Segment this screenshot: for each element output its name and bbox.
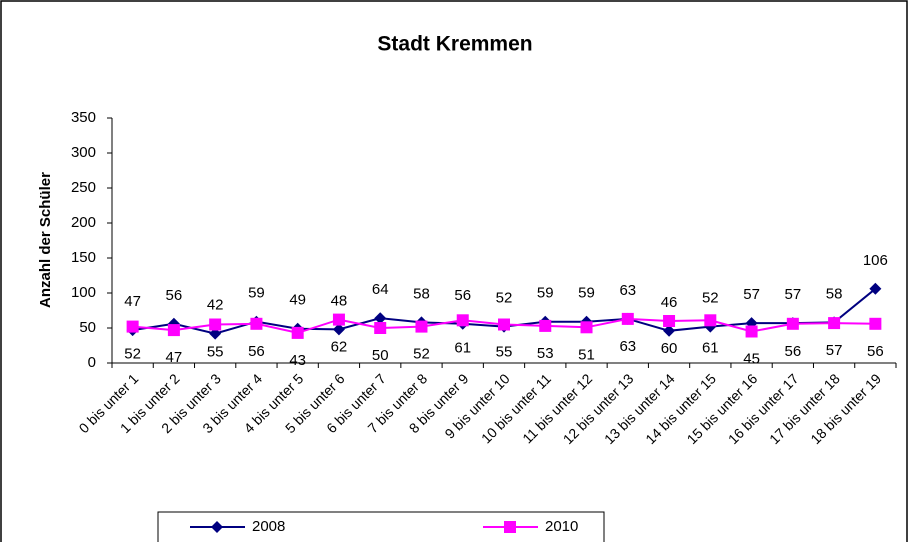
data-label: 52 [124,346,141,363]
data-point [167,324,180,337]
data-point [663,324,676,337]
data-label: 61 [454,339,471,356]
data-label: 56 [784,343,801,360]
y-tick-label: 100 [71,284,96,301]
data-label: 61 [702,339,719,356]
data-label: 47 [166,349,183,366]
data-label: 59 [248,285,265,302]
data-label: 57 [743,286,760,303]
data-label: 62 [331,339,348,356]
data-point [539,319,552,332]
data-point [332,323,345,336]
data-label: 48 [331,292,348,309]
data-label: 58 [826,285,843,302]
data-label: 57 [826,342,843,359]
data-label: 51 [578,346,595,363]
data-label: 56 [166,287,183,304]
y-tick-label: 350 [71,109,96,126]
legend-label: 2008 [252,518,285,535]
data-point [580,321,593,334]
legend-marker [504,521,516,533]
y-tick-label: 150 [71,249,96,266]
y-axis-label: Anzahl der Schüler [37,172,54,308]
y-tick-label: 300 [71,144,96,161]
data-point [745,325,758,338]
data-label: 63 [619,282,636,299]
data-point [869,317,882,330]
data-point [209,318,222,331]
data-point [374,322,387,334]
data-label: 52 [413,346,430,363]
data-label: 46 [661,294,678,311]
data-point [786,317,799,330]
data-label: 52 [496,290,513,307]
data-label: 60 [661,340,678,357]
data-point [828,317,841,330]
y-tick-label: 0 [88,354,96,371]
data-label: 64 [372,281,389,298]
data-point [663,315,676,327]
data-point [291,326,304,339]
data-point [869,282,882,295]
data-label: 52 [702,290,719,307]
data-label: 47 [124,293,141,310]
data-point [374,312,387,325]
data-label: 50 [372,347,389,364]
y-tick-label: 200 [71,214,96,231]
data-label: 55 [496,343,513,360]
data-point [498,318,510,331]
data-label: 56 [867,343,884,360]
data-label: 56 [454,287,471,304]
data-label: 57 [784,286,801,303]
data-label: 58 [413,285,430,302]
data-label: 45 [743,350,760,367]
legend-label: 2010 [545,518,578,535]
legend-marker [211,521,223,533]
data-label: 56 [248,343,265,360]
data-point [621,312,634,325]
data-label: 63 [619,338,636,355]
data-point [250,317,263,330]
data-label: 59 [537,285,554,302]
data-label: 49 [289,292,306,309]
y-tick-label: 50 [79,319,96,336]
data-point [126,320,139,333]
data-label: 43 [289,352,306,369]
data-point [209,327,222,340]
data-label: 55 [207,343,224,360]
data-point [415,320,428,333]
chart-title: Stadt Kremmen [377,33,532,56]
data-point [332,313,345,326]
data-point [456,314,469,327]
y-tick-label: 250 [71,179,96,196]
data-label: 42 [207,297,224,314]
data-label: 53 [537,345,554,362]
data-point [704,314,717,327]
data-label: 59 [578,285,595,302]
data-label: 106 [863,252,888,269]
